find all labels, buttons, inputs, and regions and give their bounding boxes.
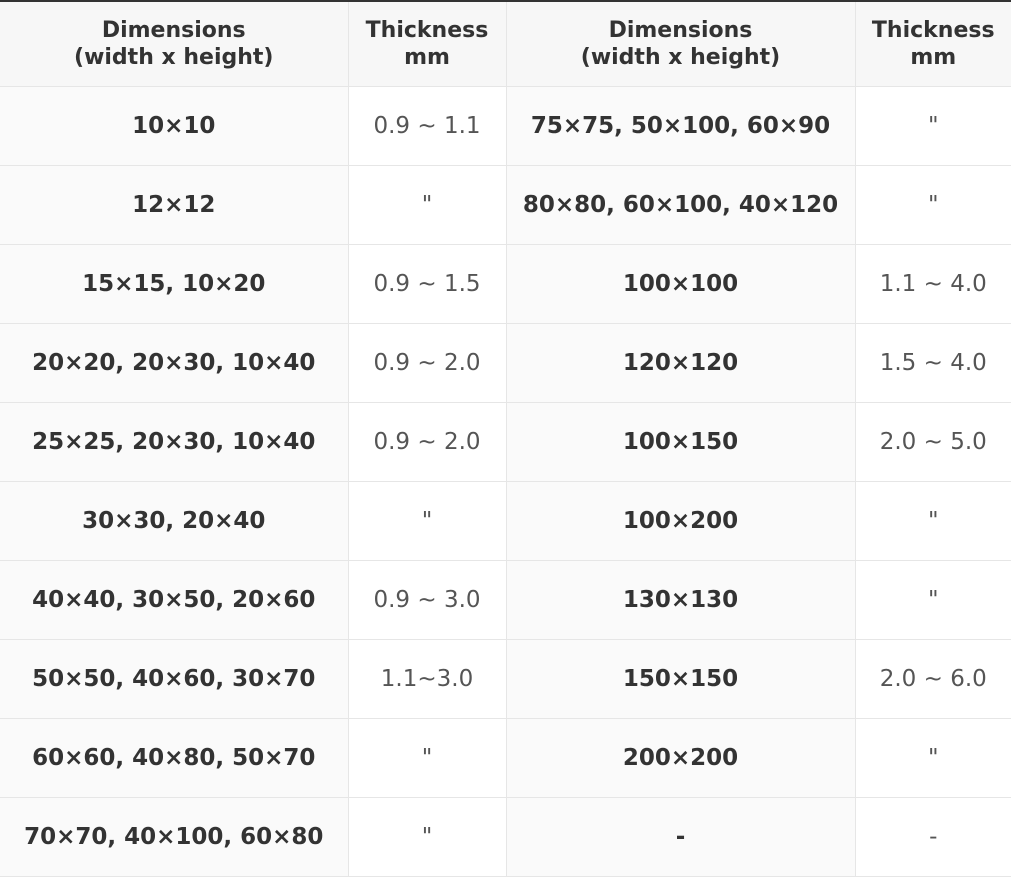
dimensions-cell: 20×20, 20×30, 10×40 — [0, 323, 349, 403]
thickness-cell: 2.0 ~ 6.0 — [855, 639, 1011, 719]
dimensions-cell: - — [506, 797, 856, 877]
header-dimensions-left: Dimensions (width x height) — [0, 1, 349, 87]
dimensions-cell: 100×150 — [506, 402, 856, 482]
header-thickness-right: Thickness mm — [855, 1, 1011, 87]
thickness-cell: " — [855, 165, 1011, 245]
dimensions-cell: 150×150 — [506, 639, 856, 719]
header-dimensions-right: Dimensions (width x height) — [506, 1, 856, 87]
dimensions-cell: 60×60, 40×80, 50×70 — [0, 718, 349, 798]
thickness-cell: 0.9 ~ 1.1 — [348, 86, 507, 166]
thickness-cell: 0.9 ~ 3.0 — [348, 560, 507, 640]
dimensions-cell: 10×10 — [0, 86, 349, 166]
thickness-cell: " — [855, 86, 1011, 166]
thickness-cell: " — [348, 718, 507, 798]
table-row: 15×15, 10×20 0.9 ~ 1.5 100×100 1.1 ~ 4.0 — [0, 244, 1011, 324]
dimensions-cell: 12×12 — [0, 165, 349, 245]
table-row: 30×30, 20×40 " 100×200 " — [0, 481, 1011, 561]
table-row: 12×12 " 80×80, 60×100, 40×120 " — [0, 165, 1011, 245]
dimensions-cell: 30×30, 20×40 — [0, 481, 349, 561]
thickness-cell: " — [855, 560, 1011, 640]
dimensions-cell: 130×130 — [506, 560, 856, 640]
table-row: 60×60, 40×80, 50×70 " 200×200 " — [0, 718, 1011, 798]
header-thickness-left: Thickness mm — [348, 1, 507, 87]
dimensions-cell: 80×80, 60×100, 40×120 — [506, 165, 856, 245]
dimensions-cell: 70×70, 40×100, 60×80 — [0, 797, 349, 877]
dimensions-cell: 120×120 — [506, 323, 856, 403]
thickness-cell: " — [348, 165, 507, 245]
dimensions-cell: 50×50, 40×60, 30×70 — [0, 639, 349, 719]
thickness-cell: - — [855, 797, 1011, 877]
table-header: Dimensions (width x height) Thickness mm… — [0, 1, 1011, 87]
thickness-cell: 2.0 ~ 5.0 — [855, 402, 1011, 482]
thickness-cell: 1.5 ~ 4.0 — [855, 323, 1011, 403]
dimensions-cell: 15×15, 10×20 — [0, 244, 349, 324]
table-row: 25×25, 20×30, 10×40 0.9 ~ 2.0 100×150 2.… — [0, 402, 1011, 482]
thickness-cell: 1.1 ~ 4.0 — [855, 244, 1011, 324]
dimensions-cell: 40×40, 30×50, 20×60 — [0, 560, 349, 640]
table-row: 20×20, 20×30, 10×40 0.9 ~ 2.0 120×120 1.… — [0, 323, 1011, 403]
dimensions-cell: 100×200 — [506, 481, 856, 561]
thickness-cell: " — [855, 481, 1011, 561]
header-row: Dimensions (width x height) Thickness mm… — [0, 1, 1011, 87]
table-body: 10×10 0.9 ~ 1.1 75×75, 50×100, 60×90 " 1… — [0, 86, 1011, 877]
table-row: 40×40, 30×50, 20×60 0.9 ~ 3.0 130×130 " — [0, 560, 1011, 640]
dimensions-cell: 100×100 — [506, 244, 856, 324]
dimensions-cell: 200×200 — [506, 718, 856, 798]
thickness-cell: 1.1~3.0 — [348, 639, 507, 719]
table-row: 70×70, 40×100, 60×80 " - - — [0, 797, 1011, 877]
table-row: 50×50, 40×60, 30×70 1.1~3.0 150×150 2.0 … — [0, 639, 1011, 719]
thickness-cell: 0.9 ~ 2.0 — [348, 402, 507, 482]
thickness-cell: " — [348, 481, 507, 561]
thickness-cell: " — [855, 718, 1011, 798]
table-row: 10×10 0.9 ~ 1.1 75×75, 50×100, 60×90 " — [0, 86, 1011, 166]
thickness-cell: " — [348, 797, 507, 877]
thickness-cell: 0.9 ~ 2.0 — [348, 323, 507, 403]
thickness-cell: 0.9 ~ 1.5 — [348, 244, 507, 324]
dimensions-cell: 75×75, 50×100, 60×90 — [506, 86, 856, 166]
dimensions-cell: 25×25, 20×30, 10×40 — [0, 402, 349, 482]
